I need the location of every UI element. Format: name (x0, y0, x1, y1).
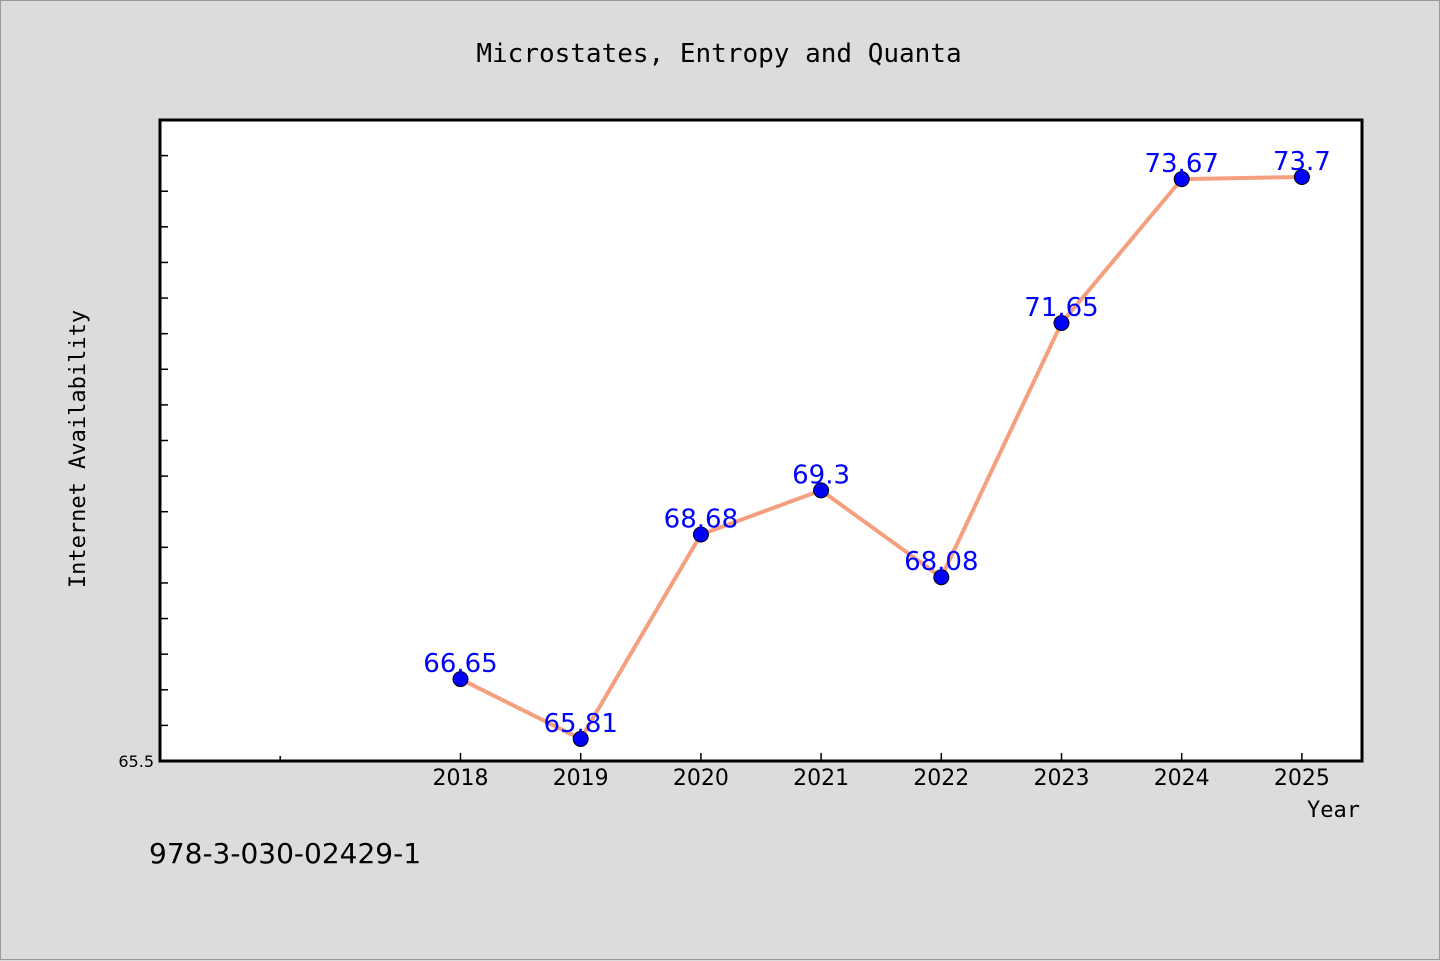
data-label: 65.81 (543, 709, 617, 739)
x-tick-label: 2018 (433, 766, 489, 791)
x-axis-title: Year (1307, 798, 1360, 823)
data-point (1173, 171, 1190, 188)
y-axis-tick-labels: 65.5 (118, 752, 154, 771)
data-label: 68.08 (904, 547, 978, 577)
data-label: 69.3 (792, 460, 850, 490)
chart-title: Microstates, Entropy and Quanta (476, 39, 961, 69)
data-label: 73.7 (1273, 147, 1331, 177)
y-axis-title: Internet Availability (66, 310, 91, 588)
data-label: 66.65 (423, 649, 497, 679)
data-point (452, 671, 469, 688)
data-label: 71.65 (1024, 293, 1098, 323)
data-label: 73.67 (1144, 149, 1218, 179)
x-tick-label: 2025 (1274, 766, 1330, 791)
data-point (933, 569, 950, 586)
x-tick-label: 2024 (1154, 766, 1210, 791)
x-tick-label: 2020 (673, 766, 729, 791)
data-point (692, 526, 709, 543)
data-label: 68.68 (664, 505, 738, 535)
x-axis-ticks (159, 753, 1303, 761)
data-labels: 66.65 65.81 68.68 69.3 68.08 71.65 73.67 73.7 (423, 147, 1331, 739)
series-line (459, 174, 1302, 741)
data-point (572, 730, 589, 747)
data-markers (452, 168, 1310, 747)
isbn-text: 978-3-030-02429-1 (149, 837, 421, 870)
x-tick-label: 2019 (553, 766, 609, 791)
data-point (813, 482, 830, 499)
x-tick-label: 2022 (913, 766, 969, 791)
plot-area (158, 118, 1364, 763)
data-point (1293, 168, 1310, 185)
x-tick-label: 2023 (1034, 766, 1090, 791)
y-tick-label: 65.5 (118, 752, 154, 771)
data-point (1053, 314, 1070, 331)
x-tick-label: 2021 (793, 766, 849, 791)
x-axis-tick-labels: 2018 2019 2020 2021 2022 2023 2024 2025 (433, 766, 1330, 791)
y-axis-ticks (160, 119, 168, 762)
